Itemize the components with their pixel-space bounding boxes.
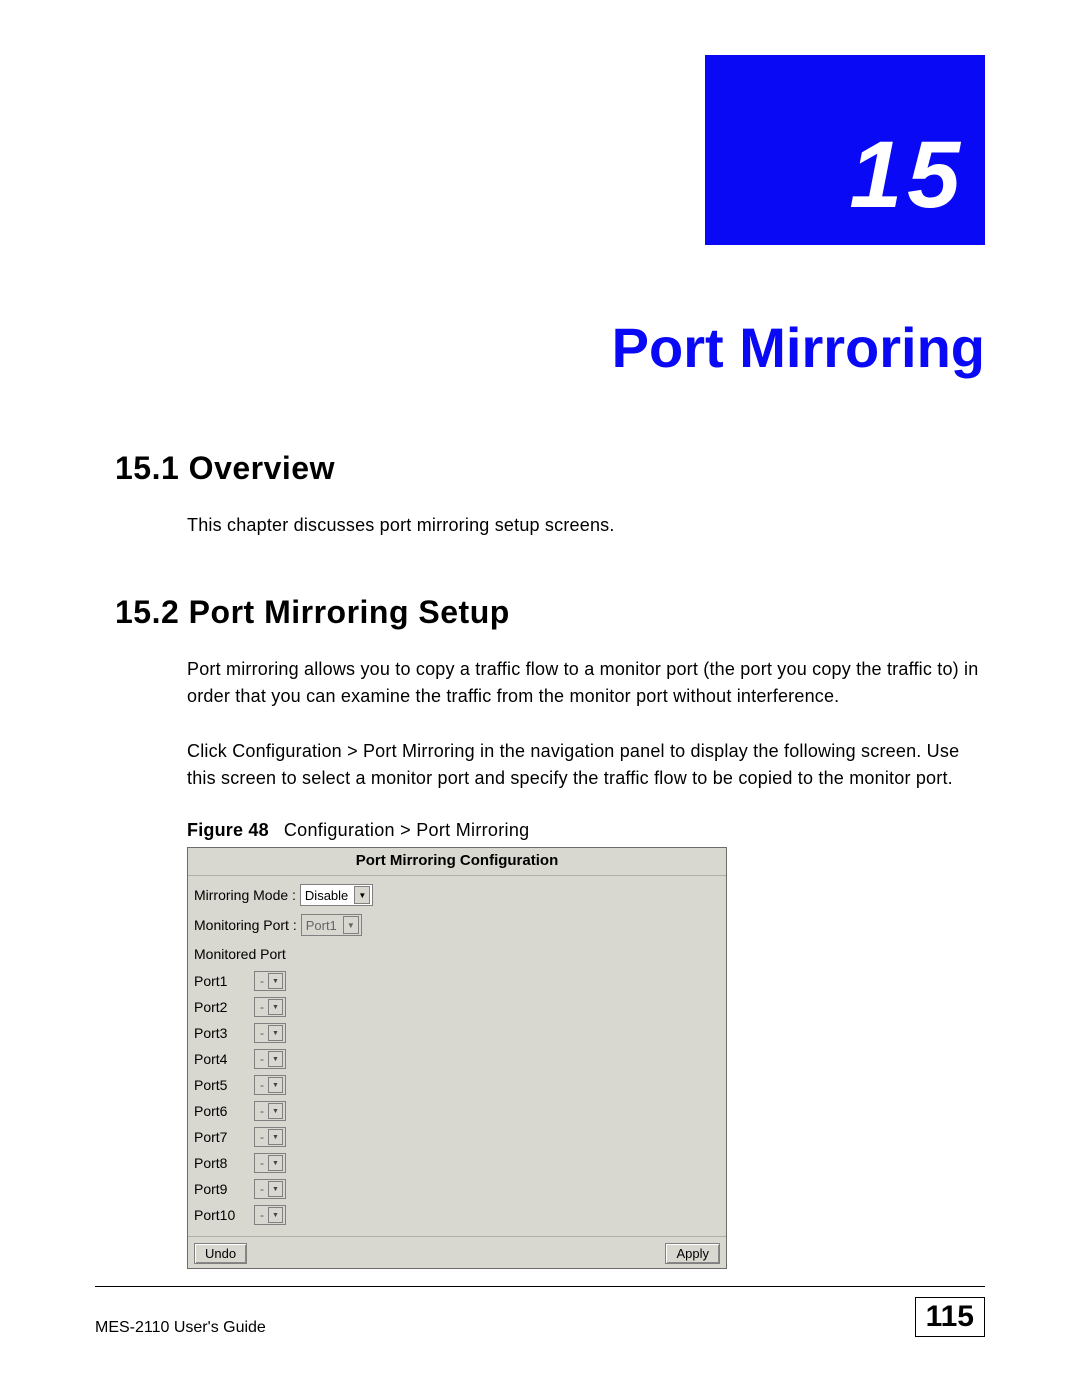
- port-direction-value: -: [260, 1156, 268, 1170]
- dropdown-arrow-icon: [268, 1207, 283, 1223]
- panel-body: Mirroring Mode : Disable Monitoring Port…: [188, 876, 726, 1236]
- port-direction-select[interactable]: -: [254, 1023, 286, 1043]
- port-direction-value: -: [260, 1130, 268, 1144]
- chapter-number-box: 15: [705, 55, 985, 245]
- port-name-label: Port5: [194, 1077, 254, 1093]
- dropdown-arrow-icon: [268, 1051, 283, 1067]
- button-row: Undo Apply: [188, 1236, 726, 1268]
- dropdown-arrow-icon: [343, 916, 359, 934]
- port-direction-select[interactable]: -: [254, 1179, 286, 1199]
- dropdown-arrow-icon: [268, 1129, 283, 1145]
- mirroring-mode-label: Mirroring Mode :: [194, 887, 296, 903]
- monitoring-port-row: Monitoring Port : Port1: [194, 910, 720, 940]
- port-mirroring-config-panel: Port Mirroring Configuration Mirroring M…: [187, 847, 727, 1269]
- section2-para1: Port mirroring allows you to copy a traf…: [187, 656, 985, 710]
- dropdown-arrow-icon: [268, 1103, 283, 1119]
- port-name-label: Port6: [194, 1103, 254, 1119]
- port-direction-value: -: [260, 1182, 268, 1196]
- monitored-port-label: Monitored Port: [194, 940, 720, 968]
- port-direction-select[interactable]: -: [254, 1049, 286, 1069]
- port-direction-select[interactable]: -: [254, 971, 286, 991]
- dropdown-arrow-icon: [268, 999, 283, 1015]
- port-direction-select[interactable]: -: [254, 1205, 286, 1225]
- port-direction-select[interactable]: -: [254, 1101, 286, 1121]
- port-row: Port4-: [194, 1046, 720, 1072]
- port-row: Port3-: [194, 1020, 720, 1046]
- port-direction-value: -: [260, 1208, 268, 1222]
- port-direction-value: -: [260, 1000, 268, 1014]
- section2-para2: Click Configuration > Port Mirroring in …: [187, 738, 985, 792]
- port-row: Port6-: [194, 1098, 720, 1124]
- monitoring-port-value: Port1: [306, 918, 343, 933]
- page-footer: MES-2110 User's Guide 115: [95, 1286, 985, 1337]
- chapter-number: 15: [849, 121, 965, 230]
- undo-button[interactable]: Undo: [194, 1243, 247, 1264]
- footer-guide-name: MES-2110 User's Guide: [95, 1319, 266, 1337]
- mirroring-mode-row: Mirroring Mode : Disable: [194, 880, 720, 910]
- port-row: Port2-: [194, 994, 720, 1020]
- port-name-label: Port3: [194, 1025, 254, 1041]
- figure-title: Configuration > Port Mirroring: [284, 820, 530, 840]
- section-heading-overview: 15.1 Overview: [115, 450, 985, 487]
- port-direction-value: -: [260, 1026, 268, 1040]
- monitoring-port-select[interactable]: Port1: [301, 914, 362, 936]
- port-name-label: Port8: [194, 1155, 254, 1171]
- chapter-title: Port Mirroring: [612, 315, 985, 380]
- port-name-label: Port2: [194, 999, 254, 1015]
- dropdown-arrow-icon: [268, 973, 283, 989]
- port-name-label: Port4: [194, 1051, 254, 1067]
- mirroring-mode-select[interactable]: Disable: [300, 884, 373, 906]
- dropdown-arrow-icon: [268, 1077, 283, 1093]
- port-direction-value: -: [260, 974, 268, 988]
- port-direction-select[interactable]: -: [254, 1153, 286, 1173]
- port-direction-select[interactable]: -: [254, 1127, 286, 1147]
- port-row: Port5-: [194, 1072, 720, 1098]
- port-row: Port9-: [194, 1176, 720, 1202]
- port-direction-select[interactable]: -: [254, 997, 286, 1017]
- port-direction-value: -: [260, 1078, 268, 1092]
- port-direction-value: -: [260, 1104, 268, 1118]
- dropdown-arrow-icon: [268, 1025, 283, 1041]
- port-row: Port7-: [194, 1124, 720, 1150]
- port-name-label: Port10: [194, 1207, 254, 1223]
- port-name-label: Port7: [194, 1129, 254, 1145]
- dropdown-arrow-icon: [354, 886, 370, 904]
- port-name-label: Port9: [194, 1181, 254, 1197]
- footer-page-number: 115: [915, 1297, 985, 1337]
- dropdown-arrow-icon: [268, 1155, 283, 1171]
- port-row: Port10-: [194, 1202, 720, 1228]
- figure-label: Figure 48: [187, 820, 269, 840]
- port-row: Port8-: [194, 1150, 720, 1176]
- port-row: Port1-: [194, 968, 720, 994]
- mirroring-mode-value: Disable: [305, 888, 354, 903]
- page-content: 15.1 Overview This chapter discusses por…: [115, 450, 985, 1269]
- section1-text: This chapter discusses port mirroring se…: [187, 512, 985, 539]
- panel-header: Port Mirroring Configuration: [188, 848, 726, 876]
- section-heading-setup: 15.2 Port Mirroring Setup: [115, 594, 985, 631]
- port-name-label: Port1: [194, 973, 254, 989]
- dropdown-arrow-icon: [268, 1181, 283, 1197]
- figure-caption: Figure 48 Configuration > Port Mirroring: [187, 820, 985, 841]
- port-direction-value: -: [260, 1052, 268, 1066]
- apply-button[interactable]: Apply: [665, 1243, 720, 1264]
- monitoring-port-label: Monitoring Port :: [194, 917, 297, 933]
- port-direction-select[interactable]: -: [254, 1075, 286, 1095]
